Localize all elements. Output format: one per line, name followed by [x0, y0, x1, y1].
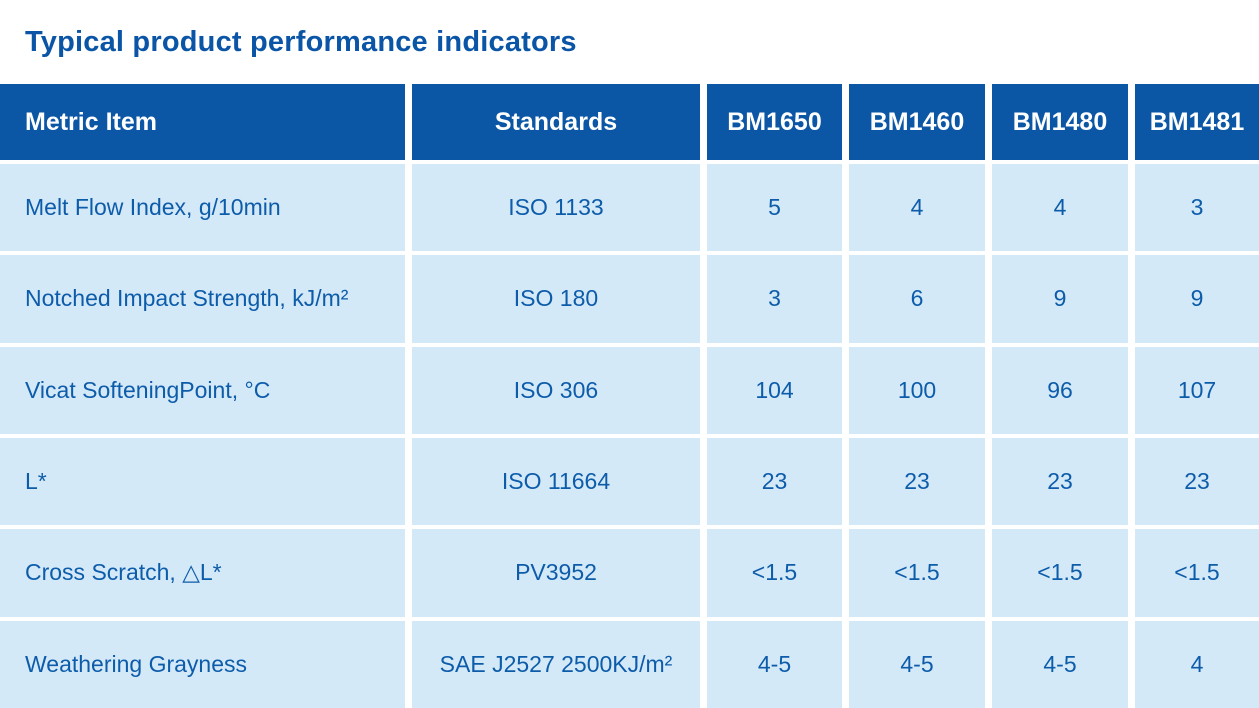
- value-cell: <1.5: [1135, 529, 1259, 617]
- standard-cell: ISO 11664: [412, 438, 700, 526]
- standard-cell: ISO 1133: [412, 164, 700, 252]
- standard-cell: ISO 306: [412, 346, 700, 434]
- standard-cell: SAE J2527 2500KJ/m²: [412, 620, 700, 708]
- page-title: Typical product performance indicators: [25, 25, 577, 58]
- value-cell: 6: [849, 255, 985, 343]
- value-cell: 3: [707, 255, 842, 343]
- metric-cell: Melt Flow Index, g/10min: [0, 164, 405, 252]
- value-cell: 4: [849, 164, 985, 252]
- metric-cell: Vicat SofteningPoint, °C: [0, 346, 405, 434]
- metric-cell: L*: [0, 438, 405, 526]
- performance-table: Metric Item Standards BM1650 BM1460 BM14…: [0, 84, 1259, 708]
- value-cell: 9: [992, 255, 1128, 343]
- value-cell: 100: [849, 346, 985, 434]
- col-header-bm1460: BM1460: [849, 84, 985, 160]
- col-header-bm1481: BM1481: [1135, 84, 1259, 160]
- value-cell: 96: [992, 346, 1128, 434]
- value-cell: 4: [992, 164, 1128, 252]
- value-cell: 4-5: [992, 620, 1128, 708]
- metric-cell: Notched Impact Strength, kJ/m²: [0, 255, 405, 343]
- value-cell: <1.5: [992, 529, 1128, 617]
- value-cell: 107: [1135, 346, 1259, 434]
- title-bar: Typical product performance indicators: [0, 0, 1259, 84]
- value-cell: 3: [1135, 164, 1259, 252]
- value-cell: 23: [1135, 438, 1259, 526]
- standard-cell: ISO 180: [412, 255, 700, 343]
- value-cell: 104: [707, 346, 842, 434]
- col-header-bm1650: BM1650: [707, 84, 842, 160]
- value-cell: 23: [849, 438, 985, 526]
- col-header-metric-item: Metric Item: [0, 84, 405, 160]
- value-cell: 4-5: [707, 620, 842, 708]
- col-header-bm1480: BM1480: [992, 84, 1128, 160]
- value-cell: 4-5: [849, 620, 985, 708]
- value-cell: <1.5: [707, 529, 842, 617]
- value-cell: <1.5: [849, 529, 985, 617]
- value-cell: 4: [1135, 620, 1259, 708]
- metric-cell: Weathering Grayness: [0, 620, 405, 708]
- standard-cell: PV3952: [412, 529, 700, 617]
- value-cell: 9: [1135, 255, 1259, 343]
- value-cell: 23: [707, 438, 842, 526]
- value-cell: 23: [992, 438, 1128, 526]
- metric-cell: Cross Scratch, △L*: [0, 529, 405, 617]
- col-header-standards: Standards: [412, 84, 700, 160]
- value-cell: 5: [707, 164, 842, 252]
